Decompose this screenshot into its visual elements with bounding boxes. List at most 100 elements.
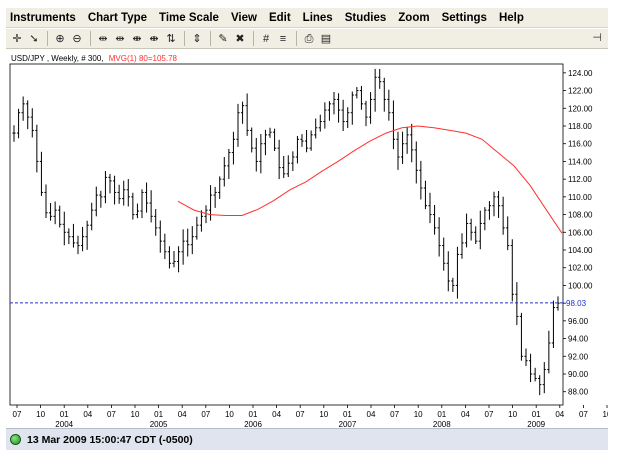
menu-instruments[interactable]: Instruments <box>10 11 76 24</box>
grid-icon[interactable]: # <box>262 32 270 45</box>
ohlc-bar <box>291 151 295 172</box>
y-tick-label: 122.00 <box>568 87 593 96</box>
ohlc-bar <box>58 205 62 228</box>
x-tick-label: 07 <box>390 410 399 419</box>
x-year-label: 2007 <box>339 420 357 428</box>
menu-time-scale[interactable]: Time Scale <box>159 11 219 24</box>
chart-application: Instruments Chart Type Time Scale View Edit L… <box>6 8 608 450</box>
ohlc-bar <box>80 226 85 252</box>
zoom-in-icon[interactable]: ⊕ <box>55 32 65 45</box>
ohlc-bar <box>208 185 213 221</box>
x-axis: 07 10 01 04 07 10 01 04 07 10 01 04 07 10 01 04 07 10 01 04… <box>13 405 608 428</box>
chart-area[interactable]: 88.00 90.00 92.00 94.00 96.00 100.00 102.00 104… <box>6 50 608 428</box>
ohlc-bar <box>286 155 290 178</box>
moving-average-line <box>177 125 563 234</box>
ohlc-bar <box>304 129 309 153</box>
ohlc-bar <box>314 118 318 139</box>
ohlc-bar <box>231 131 236 165</box>
x-tick-label: 07 <box>579 410 588 419</box>
ohlc-bar <box>359 85 364 110</box>
ohlc-bar <box>387 89 391 121</box>
x-tick-label: 01 <box>249 410 258 419</box>
y-tick-label: 104.00 <box>568 246 593 255</box>
ohlc-bar <box>295 135 300 164</box>
cursor-settings-icon[interactable]: ➘ <box>29 32 39 45</box>
menu-view[interactable]: View <box>230 11 257 24</box>
menu-lines[interactable]: Lines <box>302 11 333 24</box>
toolbar-separator <box>296 31 297 46</box>
fit-icon[interactable]: ⇅ <box>166 32 176 45</box>
ohlc-bar <box>186 228 190 257</box>
ohlc-bar <box>300 134 304 147</box>
ohlc-bar <box>332 91 336 115</box>
crosshair-icon[interactable]: ✛ <box>12 32 22 45</box>
compress-right-icon[interactable]: ⇹ <box>115 32 125 45</box>
indicators-icon[interactable]: ≡ <box>279 32 287 45</box>
ohlc-bar <box>172 250 176 268</box>
auto-scale-icon[interactable]: ⇕ <box>192 32 202 45</box>
ohlc-bars <box>12 68 560 396</box>
x-tick-label: 07 <box>13 410 22 419</box>
menu-studies[interactable]: Studies <box>344 11 387 24</box>
ohlc-bar <box>176 246 181 273</box>
ohlc-bar <box>122 180 126 206</box>
ohlc-bar <box>85 220 89 250</box>
price-chart[interactable]: 88.00 90.00 92.00 94.00 96.00 100.00 102.00 104… <box>6 50 608 428</box>
x-tick-label: 07 <box>485 410 494 419</box>
menu-zoom[interactable]: Zoom <box>398 11 430 24</box>
menu-chart-type[interactable]: Chart Type <box>87 11 148 24</box>
y-tick-label: 88.00 <box>568 388 589 397</box>
ohlc-bar <box>533 367 537 382</box>
ohlc-bar <box>195 216 199 240</box>
ohlc-bar <box>16 108 21 139</box>
draw-pencil-icon[interactable]: ✎ <box>218 32 228 45</box>
ohlc-bar <box>181 229 185 265</box>
x-year-label: 2008 <box>433 420 451 428</box>
toolbar-separator <box>90 31 91 46</box>
ohlc-bar <box>364 100 368 127</box>
ohlc-bar <box>428 192 432 224</box>
menu-edit[interactable]: Edit <box>268 11 291 24</box>
delete-drawings-icon[interactable]: ✖ <box>235 32 245 45</box>
ohlc-bar <box>158 220 162 253</box>
ohlc-bar <box>250 127 254 153</box>
ohlc-bar <box>396 131 400 170</box>
zoom-out-icon[interactable]: ⊖ <box>72 32 82 45</box>
ohlc-bar <box>30 108 34 138</box>
pin-icon[interactable]: ⊣ <box>592 32 602 44</box>
x-tick-label: 10 <box>36 410 45 419</box>
print-icon[interactable]: ⎙ <box>304 32 314 45</box>
ohlc-bar <box>282 156 286 179</box>
toolbar-separator <box>184 31 185 46</box>
ohlc-bar <box>542 362 546 394</box>
x-year-label: 2006 <box>244 420 262 428</box>
menu-help[interactable]: Help <box>498 11 524 24</box>
x-tick-label: 04 <box>555 410 564 419</box>
x-tick-label: 04 <box>272 410 281 419</box>
ohlc-bar <box>76 235 80 255</box>
print-preview-icon[interactable]: ▤ <box>320 32 332 45</box>
ohlc-bar <box>501 196 505 235</box>
y-tick-label: 96.00 <box>568 317 589 326</box>
ohlc-bar <box>496 190 501 219</box>
ohlc-bar <box>483 207 487 231</box>
ohlc-bar <box>423 180 428 210</box>
ohlc-bar <box>405 126 409 154</box>
ohlc-bar <box>67 228 71 245</box>
ohlc-bar <box>53 201 57 225</box>
ohlc-bar <box>378 69 382 89</box>
ohlc-bar <box>204 205 208 224</box>
ohlc-bar <box>218 176 222 199</box>
ohlc-bar <box>327 101 332 121</box>
compress-left-icon[interactable]: ⇹ <box>98 32 108 45</box>
ohlc-bar <box>414 141 418 184</box>
connection-status-icon <box>10 434 21 445</box>
x-tick-label: 04 <box>461 410 470 419</box>
expand-left-icon[interactable]: ⇼ <box>132 32 142 45</box>
ohlc-bar <box>355 87 359 99</box>
menu-settings[interactable]: Settings <box>441 11 487 24</box>
ohlc-bar <box>154 209 158 236</box>
x-tick-label: 10 <box>131 410 140 419</box>
expand-right-icon[interactable]: ⇼ <box>149 32 159 45</box>
ohlc-bar <box>487 201 492 220</box>
